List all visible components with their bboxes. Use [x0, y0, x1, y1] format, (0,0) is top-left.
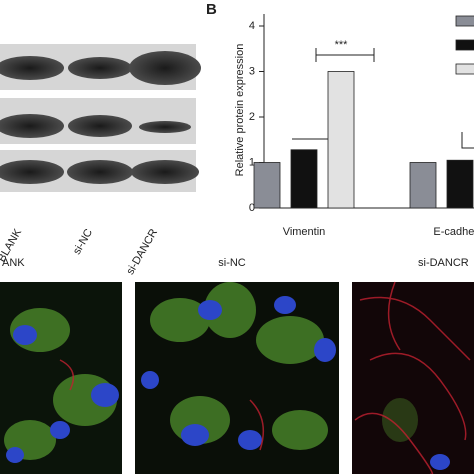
legend-swatch	[455, 15, 474, 27]
image-label: ANK	[2, 257, 25, 269]
blot-label: si-NC	[71, 227, 95, 257]
bar	[327, 71, 355, 209]
western-blot	[0, 44, 201, 192]
panel-label: B	[206, 1, 217, 18]
legend-swatch	[455, 63, 474, 75]
legend-swatch	[455, 39, 474, 51]
microscopy-image	[0, 281, 474, 474]
significance-bracket	[292, 48, 474, 149]
image-label: si-NC	[218, 257, 246, 269]
x-tick-label: E-cadherin	[433, 226, 474, 238]
y-tick-label: 4	[249, 20, 255, 32]
annotation: ***	[335, 39, 349, 51]
image-label: si-DANCR	[418, 257, 469, 269]
y-tick-label: 0	[249, 202, 255, 214]
bar	[409, 162, 437, 209]
blot-label: si-DANCR	[124, 227, 160, 277]
y-tick-label: 1	[249, 156, 255, 168]
bar	[290, 149, 318, 209]
x-tick-label: Vimentin	[283, 226, 326, 238]
y-axis-label: Relative protein expression	[234, 44, 246, 177]
bar	[253, 162, 281, 209]
y-tick-label: 3	[249, 65, 255, 77]
y-tick-label: 2	[249, 111, 255, 123]
bar	[446, 159, 474, 209]
